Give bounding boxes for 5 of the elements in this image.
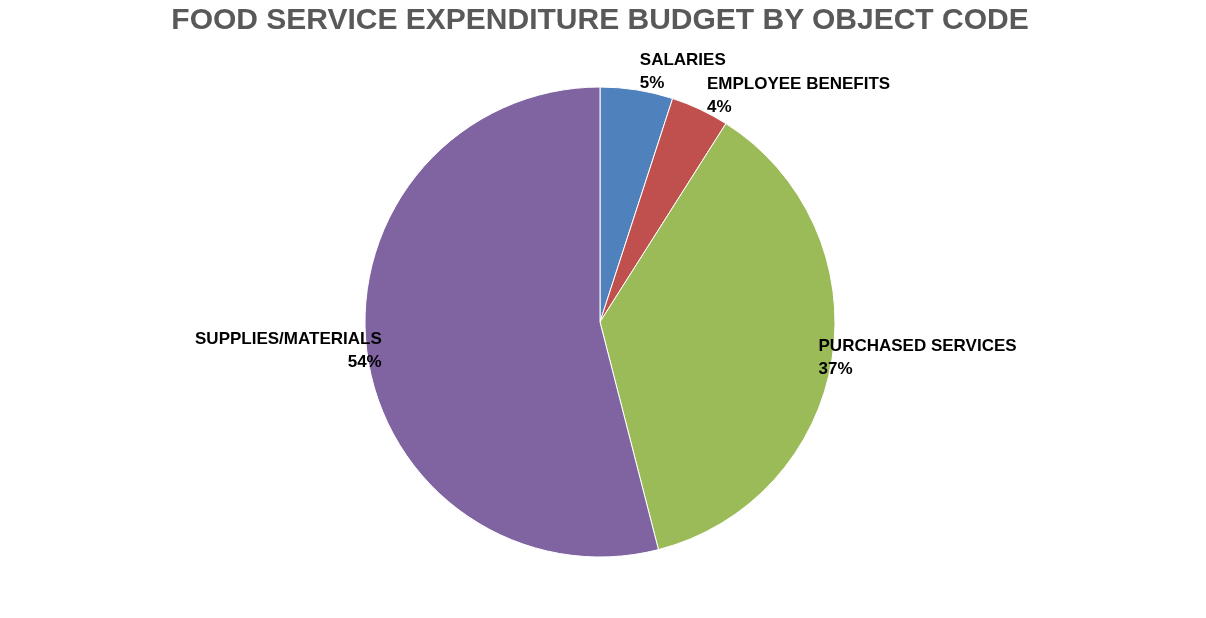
chart-title: FOOD SERVICE EXPENDITURE BUDGET BY OBJECT CODE: [171, 2, 1029, 35]
data-label: 4%: [706, 96, 732, 116]
slice-label: EMPLOYEE BENEFITS: [706, 73, 891, 93]
data-label: 5%: [639, 72, 665, 92]
slice-label: SALARIES: [639, 49, 726, 69]
